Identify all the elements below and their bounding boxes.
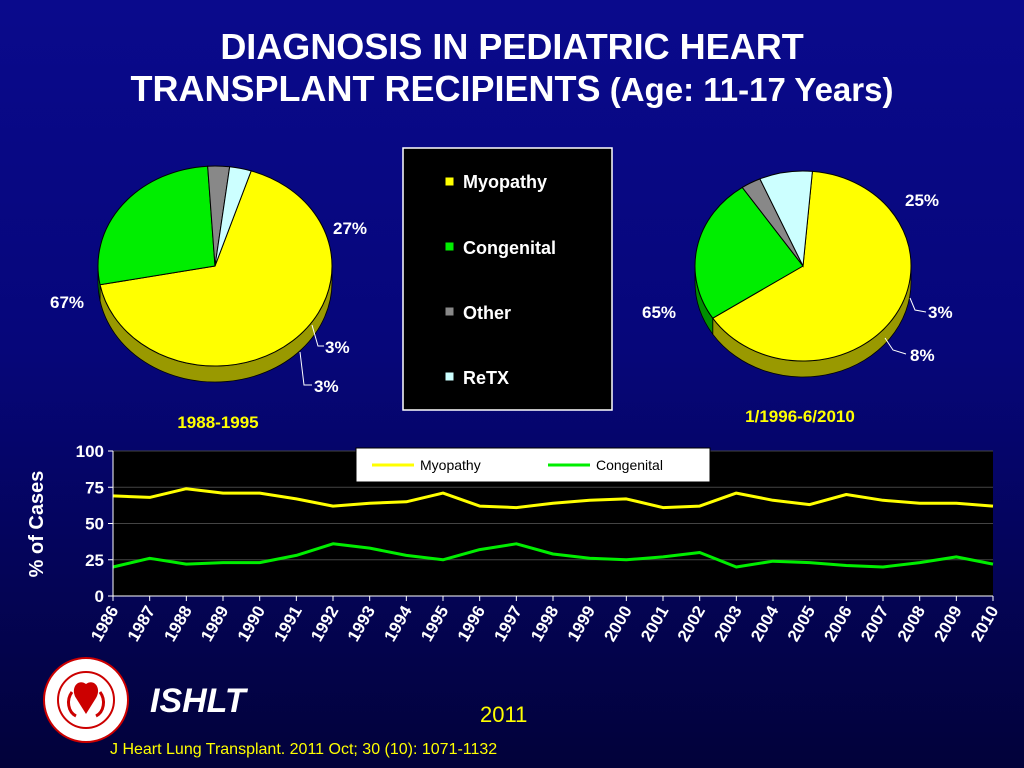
series-line-myopathy — [112, 487, 994, 510]
leader-line-other — [909, 297, 927, 313]
x-tick-label: 2002 — [674, 603, 709, 645]
year-label: 2011 — [480, 702, 528, 727]
x-tick-label: 1998 — [527, 603, 562, 645]
pie-label-retx: 3% — [314, 377, 339, 396]
x-tick-label: 2010 — [967, 603, 1002, 645]
x-tick-label: 2003 — [710, 603, 745, 645]
pie-legend: Myopathy Congenital Other ReTX — [402, 147, 613, 411]
x-tick-label: 1987 — [124, 603, 159, 645]
y-tick-label: 75 — [85, 478, 104, 497]
citation: J Heart Lung Transplant. 2011 Oct; 30 (1… — [110, 741, 498, 758]
x-tick-label: 2004 — [747, 602, 783, 645]
x-tick-label: 1992 — [307, 603, 342, 645]
pie-label-other: 3% — [325, 338, 350, 357]
y-tick-label: 100 — [76, 442, 104, 461]
legend-label-other: Other — [463, 303, 511, 323]
x-tick-label: 1995 — [417, 603, 452, 645]
legend-swatch-other — [444, 306, 455, 317]
title-line-1: DIAGNOSIS IN PEDIATRIC HEART — [220, 26, 804, 67]
pie-label-congenital: 27% — [333, 219, 367, 238]
x-tick-label: 2001 — [637, 603, 672, 645]
title-line-2-sub: (Age: 11-17 Years) — [600, 71, 894, 108]
slide-title: DIAGNOSIS IN PEDIATRIC HEART TRANSPLANT … — [0, 26, 1024, 111]
pie-slice-congenital — [97, 165, 216, 286]
pie-slice-myopathy — [99, 170, 333, 367]
heart-icon — [73, 682, 99, 714]
title-line-2: TRANSPLANT RECIPIENTS (Age: 11-17 Years) — [0, 68, 1024, 111]
x-tick-label: 1996 — [454, 603, 489, 645]
legend-box — [402, 147, 613, 411]
pie-chart-1996-2010: 65% 25% 3% 8% — [642, 170, 953, 378]
x-tick-label: 1986 — [87, 603, 122, 645]
x-tick-label: 2008 — [894, 603, 929, 645]
line-legend: Myopathy Congenital — [355, 447, 711, 483]
y-tick-label: 50 — [85, 515, 104, 534]
pie-slice-myopathy — [712, 170, 912, 362]
leader-line-retx — [884, 337, 907, 355]
y-axis-label: % of Cases — [26, 471, 48, 578]
legend-label-retx: ReTX — [463, 368, 509, 388]
series-lines — [112, 487, 994, 569]
pie-chart-1988-1995: 67% 27% 3% 3% — [50, 165, 367, 396]
leader-line-other — [311, 324, 324, 347]
pie-2-title: 1/1996-6/2010 — [745, 407, 855, 426]
x-tick-label: 1993 — [344, 603, 379, 645]
y-tick-label: 25 — [85, 551, 104, 570]
pie-label-other: 3% — [928, 303, 953, 322]
pie-slice-congenital — [694, 186, 804, 319]
x-tick-label: 1990 — [234, 603, 269, 645]
pie-slice-retx — [214, 166, 252, 267]
legend-swatch-retx — [444, 371, 455, 382]
x-tick-label: 2005 — [784, 603, 819, 645]
pie-slice-retx — [759, 170, 813, 268]
x-tick-label: 1999 — [564, 603, 599, 645]
title-line-2-main: TRANSPLANT RECIPIENTS — [130, 68, 601, 109]
x-tick-label: 2007 — [857, 603, 892, 645]
x-axis-ticks: 1986 1987 1988 1989 1990 1991 1992 1993 1994 1995… — [87, 596, 1002, 645]
line-legend-label-congenital: Congenital — [596, 457, 663, 473]
line-legend-label-myopathy: Myopathy — [420, 457, 481, 473]
x-tick-label: 1991 — [270, 603, 305, 645]
leader-line-retx — [299, 351, 312, 386]
pie-label-myopathy: 67% — [50, 293, 84, 312]
lungs-icon — [67, 691, 105, 718]
legend-label-myopathy: Myopathy — [463, 172, 547, 192]
legend-label-congenital: Congenital — [463, 238, 556, 258]
pie-label-retx: 8% — [910, 346, 935, 365]
legend-swatch-myopathy — [444, 176, 455, 187]
pie-label-myopathy: 65% — [642, 303, 676, 322]
pie-1-title: 1988-1995 — [177, 413, 258, 432]
org-name: ISHLT — [150, 682, 246, 720]
y-axis-ticks: 0 25 50 75 100 — [76, 442, 113, 606]
x-tick-label: 2009 — [930, 603, 965, 645]
x-tick-label: 1988 — [160, 603, 195, 645]
pie-label-congenital: 25% — [905, 191, 939, 210]
series-line-congenital — [112, 542, 994, 569]
grid-lines — [113, 450, 993, 561]
x-tick-label: 2006 — [820, 603, 855, 645]
x-tick-label: 1989 — [197, 603, 232, 645]
x-tick-label: 1994 — [380, 602, 416, 645]
line-legend-box — [355, 447, 711, 483]
legend-swatch-congenital — [444, 241, 455, 252]
y-tick-label: 0 — [95, 587, 104, 606]
x-tick-label: 1997 — [490, 603, 525, 645]
ishlt-logo — [43, 657, 129, 743]
x-tick-label: 2000 — [600, 603, 635, 645]
